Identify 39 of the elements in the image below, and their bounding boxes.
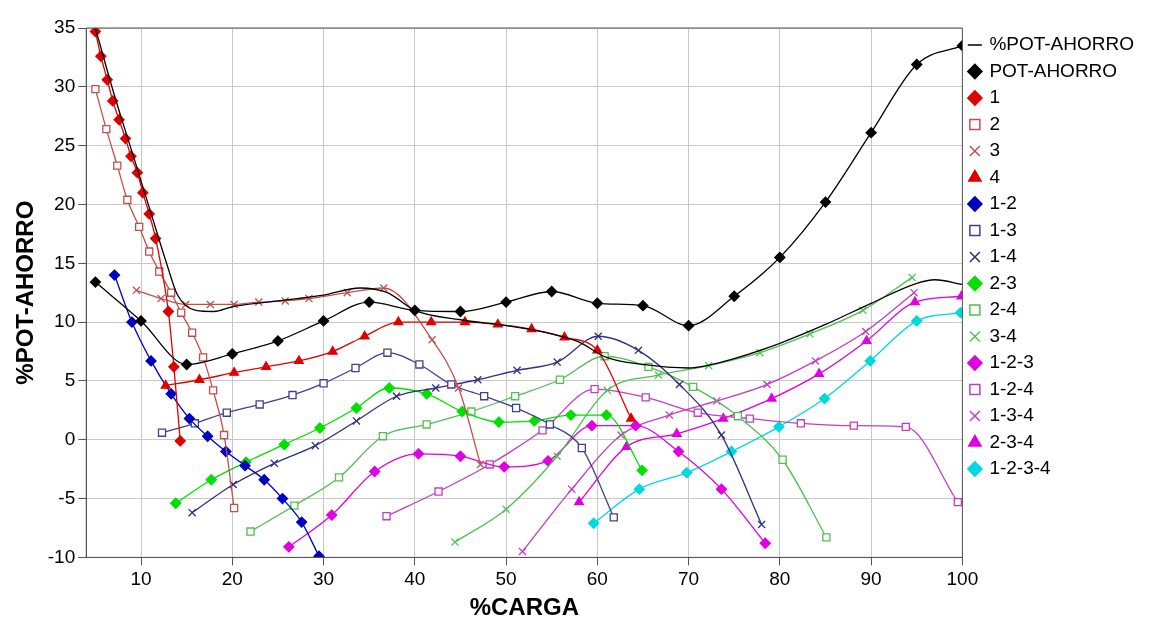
y-axis-title: %POT-AHORRO	[11, 200, 39, 385]
legend-label: 2-3	[989, 271, 1017, 293]
y-tick-label: 30	[54, 75, 76, 97]
y-tick-label: 5	[64, 369, 76, 391]
legend-label: 1-2-4	[989, 377, 1035, 399]
x-axis-title: %CARGA	[469, 593, 579, 621]
y-tick-label: 35	[54, 16, 76, 38]
legend-label: 1-2-3	[989, 351, 1034, 373]
y-tick-label: -5	[58, 486, 76, 508]
legend-label: 1-2	[989, 192, 1017, 214]
legend-label: 1-2-3-4	[989, 457, 1052, 479]
y-tick-label: 25	[54, 133, 76, 155]
legend-label: 2-4	[989, 298, 1018, 320]
legend-label: 1-3	[989, 218, 1017, 240]
x-tick-label: 80	[769, 568, 791, 590]
x-tick-label: 90	[860, 568, 882, 590]
y-tick-label: 20	[54, 192, 76, 214]
legend-label: 1-3-4	[989, 404, 1035, 426]
y-tick-label: 10	[54, 310, 76, 332]
legend-label: 4	[989, 165, 1001, 187]
x-tick-label: 50	[495, 568, 517, 590]
y-tick-label: 15	[54, 251, 76, 273]
legend-label: POT-AHORRO	[989, 59, 1118, 81]
x-tick-label: 60	[586, 568, 608, 590]
legend-label: 2	[989, 112, 1000, 134]
x-tick-label: 70	[678, 568, 700, 590]
legend-label: 1	[989, 86, 1000, 108]
y-tick-label: 0	[64, 427, 76, 449]
legend-label: 1-4	[989, 245, 1018, 267]
x-tick-label: 30	[312, 568, 335, 590]
x-tick-label: 20	[221, 568, 243, 590]
y-tick-label: -10	[47, 545, 76, 567]
x-tick-label: 10	[130, 568, 152, 590]
legend-label: 3	[989, 139, 1000, 161]
x-tick-label: 40	[404, 568, 426, 590]
legend-label: %POT-AHORRO	[989, 33, 1134, 55]
x-tick-label: 100	[946, 568, 979, 590]
legend-label: 2-3-4	[989, 430, 1035, 452]
legend-label: 3-4	[989, 324, 1018, 346]
